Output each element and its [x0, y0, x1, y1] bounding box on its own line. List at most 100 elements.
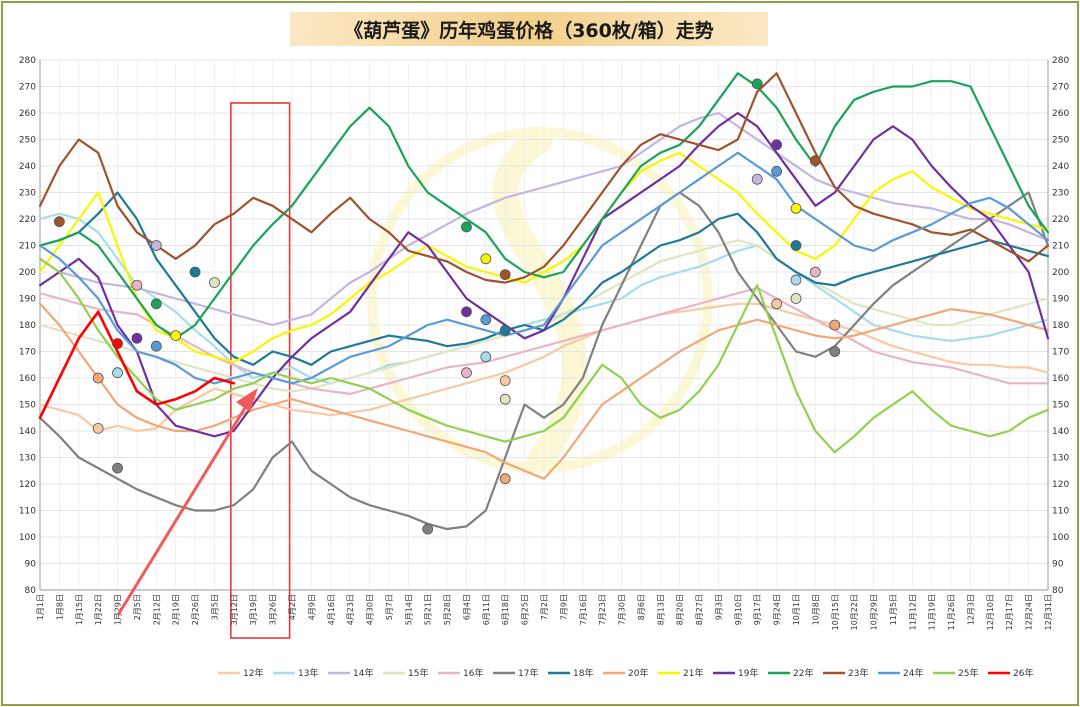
- x-tick-label: 12月3日: [966, 594, 975, 625]
- x-tick-label: 10月22日: [850, 594, 859, 630]
- y-tick-label-left: 220: [19, 215, 36, 225]
- series-markers: [53, 78, 841, 535]
- x-tick-label: 4月2日: [288, 594, 297, 620]
- point-marker-19年: [771, 139, 783, 151]
- y-tick-label-left: 190: [19, 295, 36, 305]
- legend-label: 20年: [628, 667, 648, 679]
- legend-label: 18年: [573, 667, 593, 679]
- point-marker-21年: [790, 202, 802, 214]
- y-axis-left: 80 90 100 110 120 130 140 150 160 170 180 190 200 210…: [19, 56, 36, 596]
- y-tick-label-left: 80: [25, 586, 37, 596]
- series-line-17年: [38, 191, 1050, 531]
- x-tick-label: 6月4日: [462, 594, 471, 620]
- point-marker-17年: [112, 462, 123, 474]
- x-tick-label: 11月12日: [908, 594, 917, 630]
- point-marker-12年: [499, 375, 511, 387]
- legend-label: 13年: [298, 667, 318, 679]
- x-axis: 1月1日 1月8日 1月15日 1月22日 1月29日 2月5日 2月12日 2月19日 2月2…: [36, 594, 1053, 630]
- legend: 12年 13年 14年 15年 16年 17年 18年 20年 21年 19年 22年 23年 24年 2…: [218, 667, 1033, 679]
- point-marker-17年: [829, 346, 841, 357]
- y-tick-label-right: 220: [1052, 215, 1069, 225]
- x-tick-label: 7月9日: [559, 594, 568, 620]
- y-tick-label-right: 100: [1052, 533, 1069, 543]
- point-marker-19年: [461, 306, 472, 318]
- x-tick-label: 11月5日: [889, 594, 898, 625]
- x-tick-label: 5月21日: [424, 594, 433, 625]
- legend-label: 22年: [793, 667, 813, 679]
- x-tick-label: 1月8日: [55, 594, 64, 620]
- y-tick-label-left: 140: [19, 427, 36, 437]
- x-tick-label: 6月18日: [501, 594, 510, 625]
- x-tick-label: 10月15日: [831, 594, 840, 630]
- y-tick-label-right: 270: [1052, 83, 1069, 93]
- point-marker-22年: [751, 78, 763, 90]
- legend-label: 12年: [243, 667, 263, 679]
- y-tick-label-right: 280: [1052, 56, 1069, 66]
- x-tick-label: 3月12日: [230, 594, 239, 625]
- series-line-12年: [38, 302, 1050, 433]
- x-tick-label: 9月17日: [753, 594, 762, 625]
- y-tick-label-left: 130: [19, 454, 36, 464]
- series-line-21年: [38, 151, 1050, 364]
- series-line-22年: [38, 72, 1050, 340]
- y-tick-label-right: 200: [1052, 268, 1069, 278]
- point-marker-26年: [112, 338, 123, 349]
- point-marker-18年: [189, 266, 201, 278]
- x-tick-label: 8月6日: [637, 594, 646, 620]
- y-tick-label-left: 270: [19, 83, 36, 93]
- y-tick-label-left: 90: [25, 560, 37, 570]
- point-marker-24年: [150, 340, 162, 352]
- point-marker-12年: [92, 422, 104, 434]
- annotation-arrow: [116, 402, 250, 616]
- y-tick-label-left: 100: [19, 533, 36, 543]
- x-tick-label: 5月28日: [443, 594, 452, 625]
- series-line-20年: [38, 302, 1050, 480]
- x-tick-label: 1月15日: [75, 594, 84, 625]
- series-lines: [38, 72, 1050, 531]
- point-marker-17年: [422, 523, 434, 535]
- point-marker-13年: [480, 351, 492, 363]
- x-tick-label: 6月11日: [482, 594, 491, 625]
- y-tick-label-left: 240: [19, 162, 36, 172]
- point-marker-15年: [209, 277, 220, 289]
- series-line-25年: [38, 257, 1050, 454]
- x-tick-label: 5月14日: [404, 594, 413, 625]
- legend-label: 24年: [903, 667, 923, 679]
- point-marker-16年: [461, 367, 472, 379]
- x-tick-label: 10月1日: [792, 594, 801, 625]
- y-tick-label-right: 110: [1052, 507, 1069, 517]
- x-tick-label: 10月29日: [870, 594, 879, 630]
- point-marker-14年: [751, 173, 763, 185]
- series-line-13年: [38, 212, 1050, 385]
- point-marker-16年: [809, 266, 821, 278]
- series-line-16年: [38, 286, 1050, 395]
- y-tick-label-right: 190: [1052, 295, 1069, 305]
- x-tick-label: 3月26日: [269, 594, 278, 625]
- point-marker-12年: [771, 298, 783, 310]
- point-marker-20年: [499, 473, 511, 485]
- point-marker-13年: [790, 274, 802, 286]
- x-tick-label: 2月5日: [133, 594, 142, 620]
- x-tick-label: 2月12日: [152, 594, 161, 625]
- x-tick-label: 8月27日: [695, 594, 704, 625]
- x-tick-label: 8月20日: [676, 594, 685, 625]
- point-marker-20年: [829, 319, 841, 331]
- y-tick-label-right: 210: [1052, 242, 1069, 252]
- y-tick-label-left: 160: [19, 374, 36, 384]
- y-tick-label-left: 280: [19, 56, 36, 66]
- legend-label: 17年: [518, 667, 538, 679]
- x-tick-label: 4月30日: [366, 594, 375, 625]
- x-tick-label: 9月10日: [734, 594, 743, 625]
- y-tick-label-right: 260: [1052, 109, 1069, 119]
- x-tick-label: 3月19日: [249, 594, 258, 625]
- x-tick-label: 6月25日: [521, 594, 530, 625]
- x-tick-label: 12月24日: [1025, 594, 1034, 630]
- highlight-box: [230, 102, 291, 639]
- x-tick-label: 7月30日: [618, 594, 627, 625]
- point-marker-13年: [112, 367, 123, 379]
- x-tick-label: 12月17日: [1005, 594, 1014, 630]
- x-tick-label: 1月22日: [94, 594, 103, 625]
- legend-label: 26年: [1013, 667, 1033, 679]
